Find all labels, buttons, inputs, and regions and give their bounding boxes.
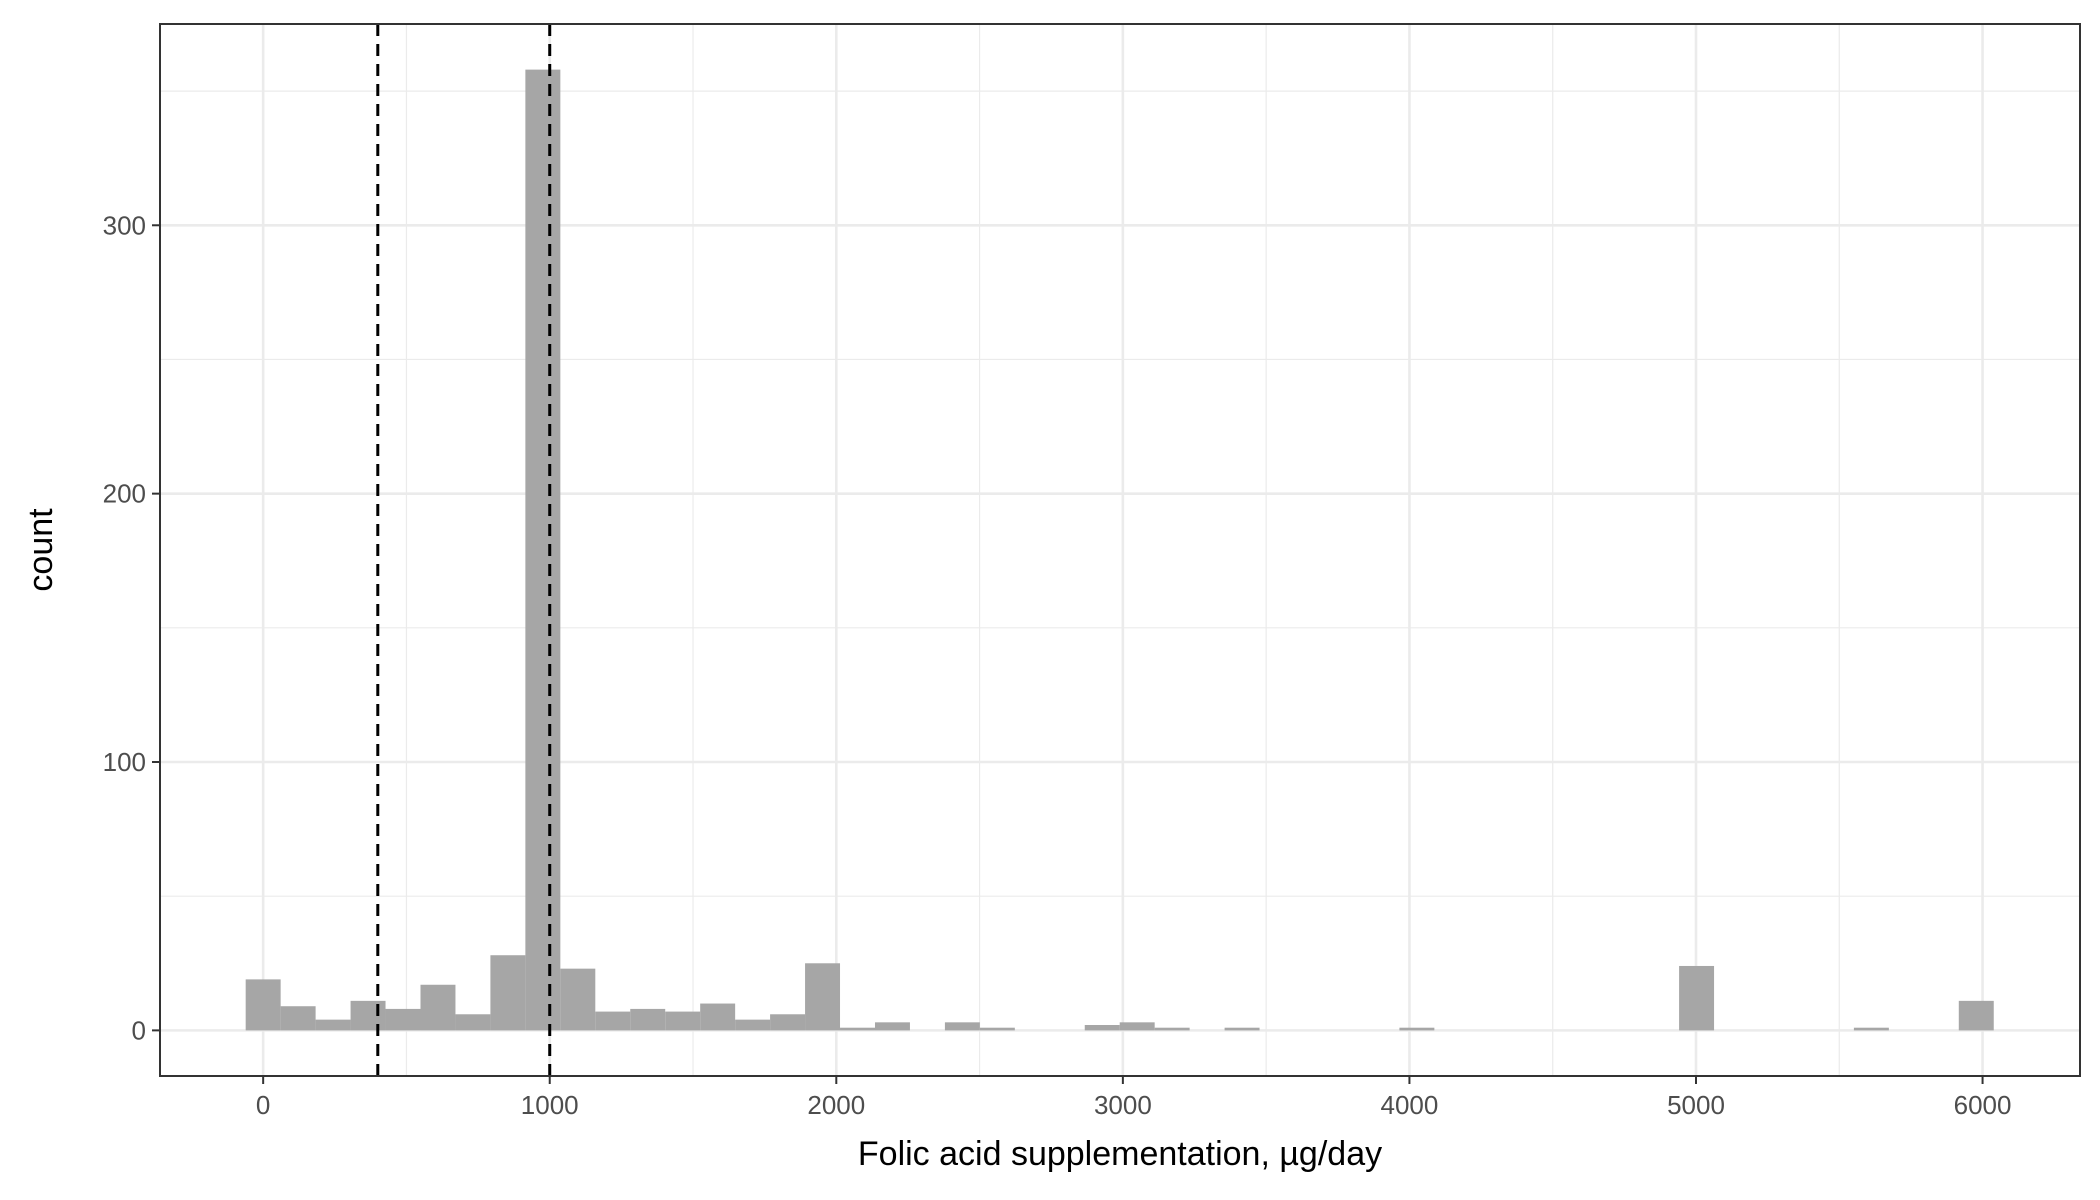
histogram-bar	[665, 1011, 701, 1031]
grid-lines	[160, 24, 2080, 1076]
histogram-bar	[1154, 1027, 1190, 1031]
histogram-bar	[245, 979, 281, 1031]
histogram-bar	[1399, 1027, 1435, 1031]
histogram-bar	[280, 1006, 316, 1031]
x-tick-label: 2000	[807, 1090, 865, 1120]
histogram-bar	[1958, 1000, 1994, 1031]
histogram-bar	[595, 1011, 631, 1031]
histogram-bar	[1853, 1027, 1889, 1031]
histogram-bar	[490, 955, 526, 1031]
histogram-bar	[770, 1014, 806, 1031]
x-tick-label: 6000	[1954, 1090, 2012, 1120]
x-tick-label: 5000	[1667, 1090, 1725, 1120]
histogram-bar	[560, 968, 596, 1031]
y-tick-label: 0	[132, 1015, 146, 1045]
y-tick-label: 100	[103, 747, 146, 777]
reference-lines	[376, 24, 552, 1076]
x-tick-label: 0	[256, 1090, 270, 1120]
panel-border	[159, 23, 2081, 1077]
histogram-bar	[1224, 1027, 1260, 1031]
histogram-bar	[350, 1000, 386, 1031]
histogram-bar	[874, 1022, 910, 1031]
histogram-bars	[245, 69, 1994, 1031]
axis-ticks: 0 1000 2000 3000 4000 5000 6000 0 100 200 300	[103, 210, 2012, 1120]
y-tick-label: 200	[103, 479, 146, 509]
histogram-bar	[979, 1027, 1015, 1031]
histogram-bar	[525, 69, 561, 1031]
histogram-bar	[1119, 1022, 1155, 1031]
histogram-bar	[840, 1027, 875, 1031]
x-tick-label: 3000	[1094, 1090, 1152, 1120]
histogram-bar	[385, 1008, 421, 1031]
y-axis-title: count	[22, 508, 60, 592]
histogram-bar	[630, 1008, 666, 1031]
x-axis-title: Folic acid supplementation, µg/day	[858, 1135, 1382, 1173]
histogram-bar	[735, 1019, 771, 1031]
histogram-bar	[315, 1019, 351, 1031]
histogram-bar	[700, 1003, 736, 1031]
histogram-bar	[805, 963, 841, 1031]
x-tick-label: 1000	[521, 1090, 579, 1120]
histogram-bar	[1679, 965, 1715, 1031]
histogram-bar	[1084, 1025, 1120, 1031]
x-tick-label: 4000	[1381, 1090, 1439, 1120]
histogram-bar	[944, 1022, 980, 1031]
histogram-bar	[420, 984, 456, 1031]
histogram-bar	[455, 1014, 491, 1031]
y-tick-label: 300	[103, 210, 146, 240]
